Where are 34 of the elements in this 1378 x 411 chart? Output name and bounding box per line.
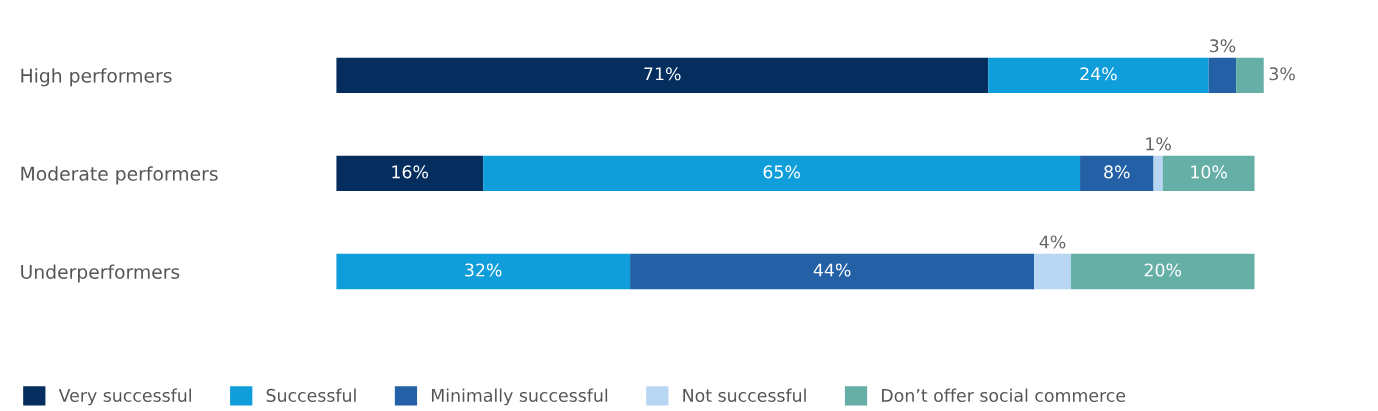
data-label: 65% [763,165,800,179]
legend-label: Successful [266,388,356,402]
bar [1153,155,1163,192]
bar [483,155,1081,192]
data-label: 8% [1104,165,1130,179]
bar [336,253,631,290]
data-label: 44% [813,263,851,277]
data-label: 24% [1080,67,1117,81]
data-label: 3% [1269,67,1295,81]
legend-label: Very successful [58,388,191,406]
data-label: 71% [644,67,681,81]
bar [630,253,1035,290]
data-label: 4% [1039,235,1066,249]
legend-label: Minimally successful [431,388,608,406]
bar [1236,57,1264,93]
bar [336,155,484,192]
y-tick-label: Underperformers [21,264,180,283]
bar [1208,57,1237,93]
bar [336,57,989,93]
legend-label: Not successful [683,388,806,402]
bar [988,57,1209,93]
data-label: 20% [1144,263,1182,277]
data-label: 16% [392,165,429,179]
data-label: 10% [1191,165,1227,179]
bar [1162,155,1255,192]
data-label: 1% [1146,137,1171,151]
bar [1080,155,1154,192]
data-label: 3% [1209,39,1236,53]
bar [1070,253,1255,290]
y-tick-label: High performers [21,68,172,87]
data-label: 32% [465,263,502,277]
legend-label: Don’t offer social commerce [882,388,1126,402]
y-tick-label: Moderate performers [21,166,218,185]
bar [1034,253,1071,290]
